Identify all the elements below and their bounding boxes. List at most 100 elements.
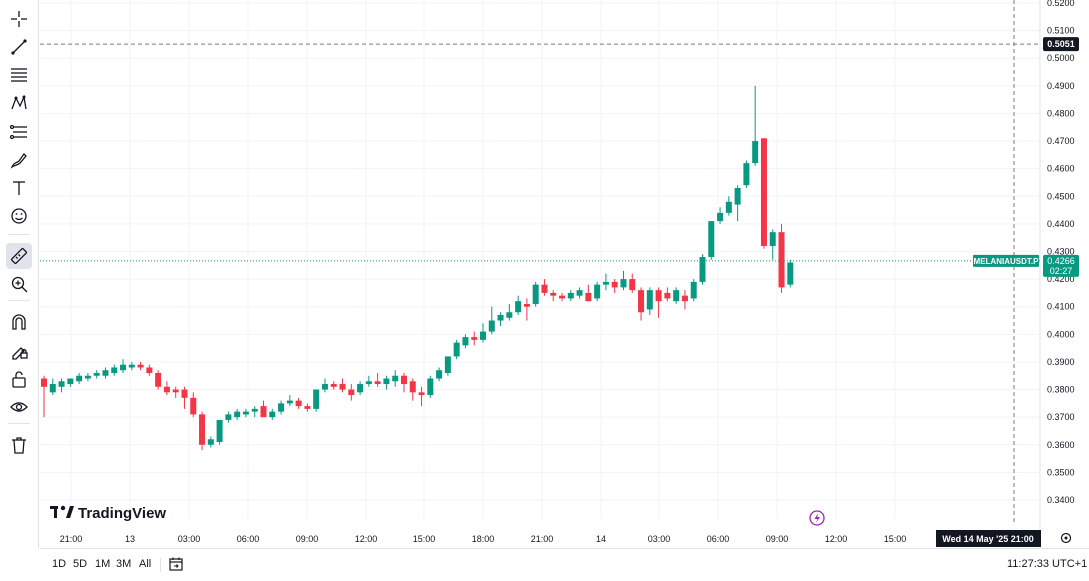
time-tick-label: 09:00 xyxy=(766,534,789,544)
candle-up xyxy=(462,337,469,346)
timeframe-1d[interactable]: 1D xyxy=(52,558,67,570)
price-tick-label: 0.4800 xyxy=(1047,108,1075,118)
candle-up xyxy=(357,384,364,393)
candle-down xyxy=(41,378,47,387)
calendar-goto-icon[interactable] xyxy=(168,556,184,577)
candle-down xyxy=(611,281,618,288)
candle-up xyxy=(787,262,794,285)
text-icon[interactable] xyxy=(6,175,32,201)
candle-down xyxy=(585,292,592,302)
candle-up xyxy=(120,364,127,371)
pattern-icon[interactable] xyxy=(6,90,32,116)
candle-down xyxy=(137,364,144,368)
candle-down xyxy=(664,292,671,299)
price-tick-label: 0.3800 xyxy=(1047,385,1075,395)
candle-up xyxy=(708,221,715,258)
candle-down xyxy=(778,232,785,288)
candle-down xyxy=(418,392,425,396)
candle-up xyxy=(506,312,513,318)
time-tick-label: 03:00 xyxy=(648,534,671,544)
price-tick-label: 0.4100 xyxy=(1047,302,1075,312)
candle-down xyxy=(409,381,416,393)
price-tick-label: 0.5200 xyxy=(1047,0,1075,8)
lock-drawing-icon[interactable] xyxy=(6,337,32,363)
candle-down xyxy=(163,386,170,393)
clock[interactable]: 11:27:33 UTC+1 xyxy=(1007,558,1088,570)
symbol-label: MELANIAUSDT.P xyxy=(973,254,1039,267)
candle-down xyxy=(541,284,548,293)
candle-up xyxy=(602,281,609,285)
time-tick-label: 15:00 xyxy=(884,534,907,544)
price-tick-label: 0.3900 xyxy=(1047,357,1075,367)
candle-down xyxy=(550,292,557,296)
price-tick-label: 0.4600 xyxy=(1047,164,1075,174)
lightning-icon[interactable] xyxy=(809,510,825,526)
price-tick-label: 0.3400 xyxy=(1047,495,1075,505)
timeframe-1m[interactable]: 1M xyxy=(95,558,111,570)
candle-up xyxy=(427,378,434,396)
measure-lines-icon[interactable] xyxy=(6,119,32,145)
trash-icon[interactable] xyxy=(6,432,32,458)
time-tick-label: 06:00 xyxy=(237,534,260,544)
candle-up xyxy=(102,370,109,376)
magnet-icon[interactable] xyxy=(6,309,32,335)
candle-down xyxy=(190,397,197,415)
candle-up xyxy=(67,378,74,385)
tradingview-logo[interactable]: TradingView xyxy=(50,505,166,522)
candle-down xyxy=(330,384,337,387)
timeframe-5d[interactable]: 5D xyxy=(73,558,88,570)
price-tick-label: 0.4000 xyxy=(1047,329,1075,339)
candle-up xyxy=(620,279,627,288)
time-tick-label: 14 xyxy=(596,534,606,544)
candle-down xyxy=(172,389,179,393)
candle-down xyxy=(400,375,407,385)
candle-up xyxy=(84,375,91,379)
eye-icon[interactable] xyxy=(6,394,32,420)
crosshair-price-label: 0.5051 xyxy=(1043,37,1079,52)
price-tick-label: 0.4700 xyxy=(1047,136,1075,146)
candle-down xyxy=(155,372,162,387)
settings-gear-icon[interactable] xyxy=(1060,532,1072,544)
time-tick-label: 13 xyxy=(125,534,135,544)
time-tick-label: 15:00 xyxy=(413,534,436,544)
crosshair-icon[interactable] xyxy=(6,6,32,32)
candle-up xyxy=(313,389,320,409)
chart-grid xyxy=(40,0,1040,520)
crosshair-price-value: 0.5051 xyxy=(1047,39,1075,49)
price-chart[interactable]: 0.3400 0.3500 0.3600 0.3700 0.3800 0.3900 0.40… xyxy=(0,0,1089,548)
time-tick-label: 18:00 xyxy=(472,534,495,544)
price-tick-label: 0.4400 xyxy=(1047,219,1075,229)
candle-up xyxy=(216,419,223,443)
time-tick-label: 09:00 xyxy=(296,534,319,544)
trend-line-icon[interactable] xyxy=(6,34,32,60)
candle-up xyxy=(207,439,214,445)
crosshair-time-label: Wed 14 May '25 21:00 xyxy=(936,530,1041,547)
candle-up xyxy=(76,375,83,382)
timeframe-all[interactable]: All xyxy=(139,558,152,570)
candle-up xyxy=(488,320,495,332)
candle-up xyxy=(251,408,258,412)
lock-icon[interactable] xyxy=(6,366,32,392)
candle-up xyxy=(278,403,285,412)
candle-up xyxy=(225,414,232,420)
candle-down xyxy=(523,303,530,307)
price-tick-label: 0.4200 xyxy=(1047,274,1075,284)
price-tick-label: 0.4500 xyxy=(1047,191,1075,201)
candles-group xyxy=(41,85,794,451)
candle-down xyxy=(339,384,346,390)
emoji-icon[interactable] xyxy=(6,203,32,229)
price-tick-label: 0.3700 xyxy=(1047,412,1075,422)
candle-down xyxy=(146,367,153,373)
candle-up xyxy=(673,290,680,302)
brush-icon[interactable] xyxy=(6,147,32,173)
horizontal-lines-icon[interactable] xyxy=(6,62,32,88)
price-tick-label: 0.4300 xyxy=(1047,247,1075,257)
candle-up xyxy=(734,187,741,205)
candle-up xyxy=(453,342,460,357)
zoom-in-icon[interactable] xyxy=(6,271,32,297)
time-tick-label: 12:00 xyxy=(355,534,378,544)
ruler-icon[interactable] xyxy=(6,243,32,269)
timeframe-3m[interactable]: 3M xyxy=(116,558,132,570)
candle-up xyxy=(58,381,65,387)
time-tick-label: 21:00 xyxy=(531,534,554,544)
